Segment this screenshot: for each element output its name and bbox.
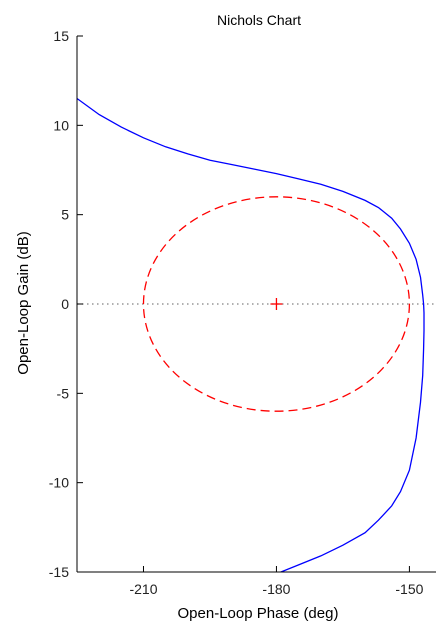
- x-tick-label: -150: [395, 581, 423, 597]
- y-tick-label: 10: [53, 117, 69, 133]
- y-tick-label: -15: [49, 564, 69, 580]
- y-tick-labels: 15 10 5 0 -5 -10 -15: [49, 28, 69, 580]
- y-tick-label: 0: [61, 296, 69, 312]
- plot-marks: [77, 97, 436, 572]
- critical-point-marker: [270, 298, 283, 310]
- plot-area: [76, 35, 436, 573]
- plot-frame: [77, 36, 436, 572]
- y-tick-label: -5: [57, 385, 70, 401]
- y-tick-label: 15: [53, 28, 69, 44]
- x-tick-label: -180: [262, 581, 290, 597]
- open-loop-response-curve: [77, 97, 425, 572]
- closed-loop-contour: [142, 196, 411, 412]
- chart-title: Nichols Chart: [217, 12, 301, 28]
- y-tick-label: -10: [49, 475, 69, 491]
- plot-axes: [76, 35, 436, 573]
- y-tick-label: 5: [61, 207, 69, 223]
- x-tick-label: -210: [129, 581, 157, 597]
- x-axis-label: Open-Loop Phase (deg): [178, 605, 339, 622]
- x-tick-labels: -210 -180 -150: [129, 581, 423, 597]
- y-axis-label: Open-Loop Gain (dB): [15, 231, 32, 374]
